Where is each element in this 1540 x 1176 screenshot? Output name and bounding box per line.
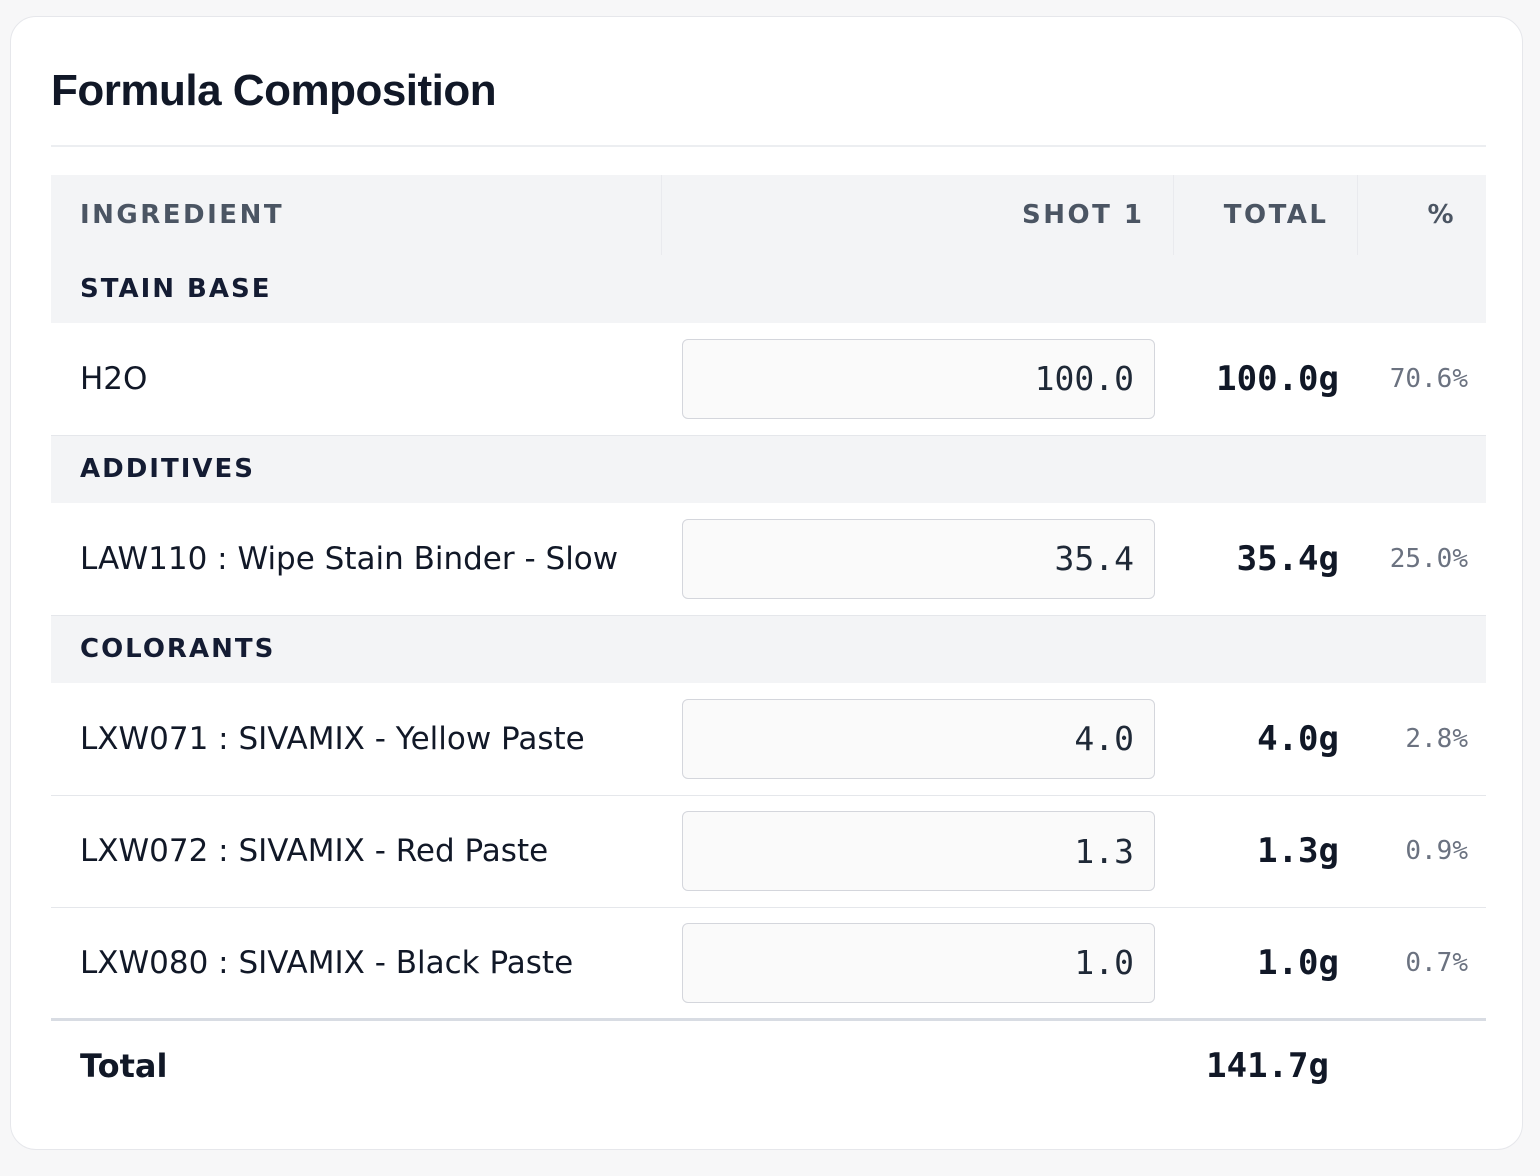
composition-table: INGREDIENT SHOT 1 TOTAL % STAIN BASE H2O…	[51, 175, 1486, 1111]
shot-cell	[661, 907, 1173, 1021]
shot-cell	[661, 503, 1173, 616]
card-title: Formula Composition	[51, 66, 497, 115]
ingredient-percent: 2.8%	[1357, 683, 1486, 796]
total-row-spacer	[661, 1019, 1173, 1111]
header-shot-1: SHOT 1	[661, 175, 1174, 255]
total-row-spacer	[1357, 1019, 1486, 1111]
shot-1-input[interactable]	[682, 811, 1155, 891]
ingredient-total: 1.0g	[1173, 907, 1357, 1021]
group-label: COLORANTS	[51, 615, 1486, 683]
total-label: Total	[80, 1046, 168, 1085]
ingredient-total: 100.0g	[1173, 323, 1357, 436]
group-row-colorants: COLORANTS	[51, 615, 1486, 683]
ingredient-name: LXW080 : SIVAMIX - Black Paste	[51, 907, 661, 1021]
shot-1-input[interactable]	[682, 338, 1155, 419]
shot-1-input[interactable]	[682, 698, 1155, 779]
header-total: TOTAL	[1173, 175, 1358, 255]
table-row: LXW080 : SIVAMIX - Black Paste 1.0g 0.7%	[51, 907, 1486, 1021]
ingredient-percent: 0.7%	[1357, 907, 1486, 1021]
shot-1-input[interactable]	[682, 922, 1155, 1003]
table-row: LXW071 : SIVAMIX - Yellow Paste 4.0g 2.8…	[51, 683, 1486, 796]
ingredient-total: 35.4g	[1173, 503, 1357, 616]
total-row: Total 141.7g	[51, 1019, 1486, 1111]
ingredient-total: 1.3g	[1173, 795, 1357, 908]
ingredient-percent: 70.6%	[1357, 323, 1486, 436]
header-percent: %	[1357, 175, 1486, 255]
ingredient-percent: 0.9%	[1357, 795, 1486, 908]
table-row: LXW072 : SIVAMIX - Red Paste 1.3g 0.9%	[51, 795, 1486, 908]
shot-cell	[661, 683, 1173, 796]
table-row: LAW110 : Wipe Stain Binder - Slow 35.4g …	[51, 503, 1486, 616]
ingredient-total: 4.0g	[1173, 683, 1357, 796]
ingredient-name: H2O	[51, 323, 661, 436]
ingredient-name: LAW110 : Wipe Stain Binder - Slow	[51, 503, 661, 616]
table-header-row: INGREDIENT SHOT 1 TOTAL %	[51, 175, 1486, 255]
shot-1-input[interactable]	[682, 518, 1155, 599]
table-row: H2O 100.0g 70.6%	[51, 323, 1486, 436]
group-label: ADDITIVES	[51, 435, 1486, 503]
ingredient-name: LXW072 : SIVAMIX - Red Paste	[51, 795, 661, 908]
shot-cell	[661, 323, 1173, 436]
group-label: STAIN BASE	[51, 255, 1486, 323]
shot-cell	[661, 795, 1173, 908]
ingredient-name: LXW071 : SIVAMIX - Yellow Paste	[51, 683, 661, 796]
group-row-additives: ADDITIVES	[51, 435, 1486, 503]
header-ingredient: INGREDIENT	[51, 175, 662, 255]
formula-composition-card: Formula Composition INGREDIENT SHOT 1 TO…	[10, 16, 1523, 1150]
title-divider	[51, 145, 1486, 147]
group-row-stain-base: STAIN BASE	[51, 255, 1486, 323]
ingredient-percent: 25.0%	[1357, 503, 1486, 616]
grand-total-value: 141.7g	[1206, 1045, 1329, 1086]
